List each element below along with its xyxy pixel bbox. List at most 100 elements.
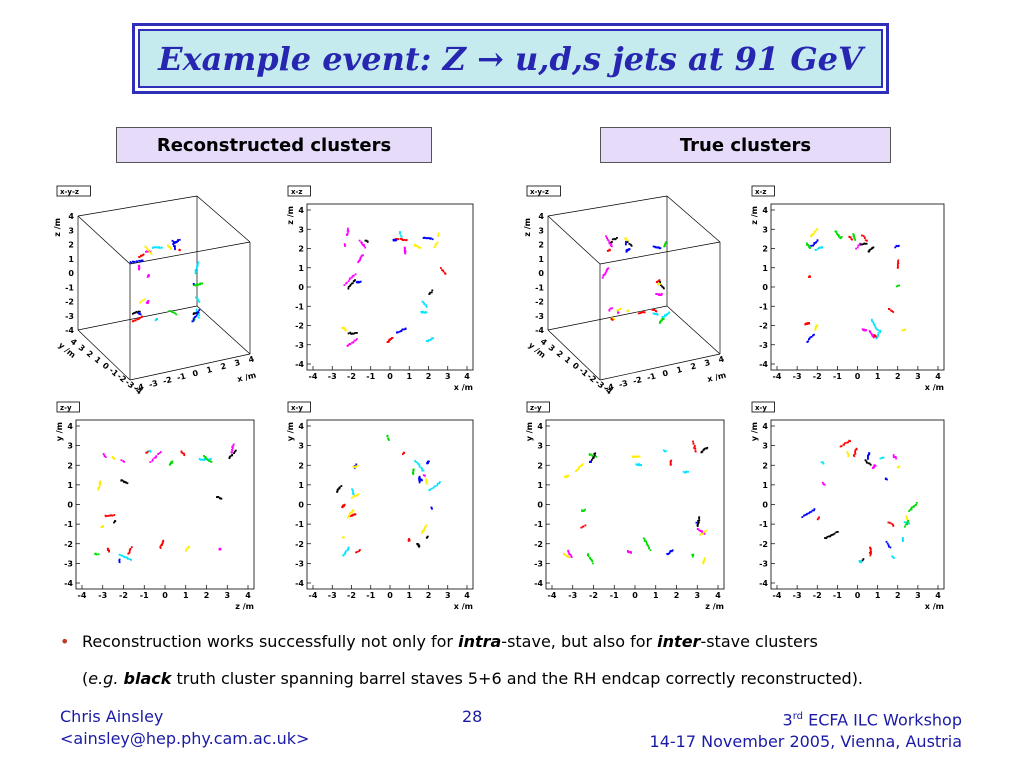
hit [423, 303, 426, 305]
hit [192, 319, 195, 322]
hit [811, 233, 814, 235]
y-axis-label: y /m [525, 422, 534, 441]
hit [889, 546, 892, 549]
z-tick-label: 4 [538, 212, 544, 221]
hit [111, 456, 114, 458]
hit [648, 546, 650, 549]
hit [195, 314, 198, 317]
x-tick-label: 3 [234, 358, 242, 368]
x-tick-label: -1 [610, 591, 619, 600]
hit [343, 553, 346, 556]
hit [193, 284, 196, 287]
y-tick-label: -3 [295, 559, 304, 568]
hit [826, 536, 829, 538]
hit [906, 523, 909, 526]
hit [861, 559, 864, 562]
hit [663, 315, 666, 318]
box-edge [77, 329, 131, 381]
x-tick-label: -3 [328, 591, 337, 600]
hit [408, 539, 411, 542]
hit [861, 234, 863, 237]
hit [887, 521, 890, 524]
hit [581, 510, 583, 512]
hit [589, 558, 592, 561]
x-tick-label: -4 [134, 382, 145, 393]
hit [121, 479, 124, 482]
hit [612, 317, 614, 320]
hit [114, 520, 116, 522]
hit [684, 471, 686, 474]
hit [412, 469, 415, 472]
hit [704, 447, 707, 450]
hit [811, 234, 813, 237]
x-tick-label: -1 [140, 591, 149, 600]
hit [906, 517, 908, 520]
z-tick-label: -1 [535, 283, 544, 292]
hit [624, 237, 626, 240]
y-tick-label: 2 [537, 461, 543, 470]
hit [118, 553, 121, 556]
hit [619, 307, 622, 310]
y-tick-label: -1 [759, 302, 768, 311]
hit [608, 242, 611, 245]
hit [655, 293, 657, 295]
hit [203, 455, 205, 457]
x-tick-label: 1 [653, 591, 659, 600]
hit [817, 517, 820, 520]
hit [197, 311, 200, 313]
hit [147, 249, 150, 252]
box-edge [77, 305, 198, 331]
hit [813, 333, 815, 336]
title-prefix: Example event: Z [158, 39, 478, 78]
hit [601, 276, 604, 279]
hit [356, 332, 358, 334]
hit [850, 238, 853, 240]
hit [198, 309, 201, 311]
hit [408, 538, 410, 540]
y-tick-label: -2 [759, 540, 768, 549]
hit [890, 309, 892, 312]
y-tick-label: -3 [534, 559, 543, 568]
hit [902, 540, 904, 542]
hit [98, 482, 101, 485]
hit [424, 237, 426, 239]
hit [815, 241, 818, 243]
hit [113, 458, 115, 460]
hit [101, 526, 104, 529]
hit [173, 245, 175, 247]
hit [642, 537, 645, 540]
hit [641, 311, 644, 313]
hit [131, 320, 134, 323]
hit [648, 547, 650, 550]
hit [429, 339, 432, 341]
hit [870, 551, 872, 553]
hit [823, 483, 826, 486]
hit [194, 315, 197, 318]
z-tick-label: 2 [68, 241, 74, 250]
x-axis-label: x /m [925, 383, 944, 392]
hit [128, 551, 131, 554]
hit [687, 470, 689, 473]
hit [341, 327, 344, 330]
hit [805, 513, 808, 516]
hit [636, 455, 639, 458]
y-tick-label: 2 [67, 461, 73, 470]
slide-title: Example event: Z → u,d,s jets at 91 GeV [158, 40, 863, 78]
x-tick-label: 3 [445, 372, 451, 381]
hit [144, 246, 147, 249]
hit [624, 243, 627, 246]
hit [195, 308, 198, 311]
hit [429, 291, 431, 294]
panel-tag: x-y [287, 401, 311, 413]
hit [398, 330, 401, 333]
hit [138, 264, 141, 267]
hit [418, 481, 421, 484]
hit [127, 552, 130, 555]
hit [442, 270, 445, 273]
hit [889, 521, 891, 524]
hit [628, 551, 631, 553]
axes: -4 -4 -3 -3 -2 -2 -1 -1 0 0 1 1 2 2 3 3 4 4 x /m z /m [750, 206, 944, 392]
hit [668, 311, 671, 314]
hit [856, 246, 859, 249]
y-tick-label: 1 [298, 264, 304, 273]
